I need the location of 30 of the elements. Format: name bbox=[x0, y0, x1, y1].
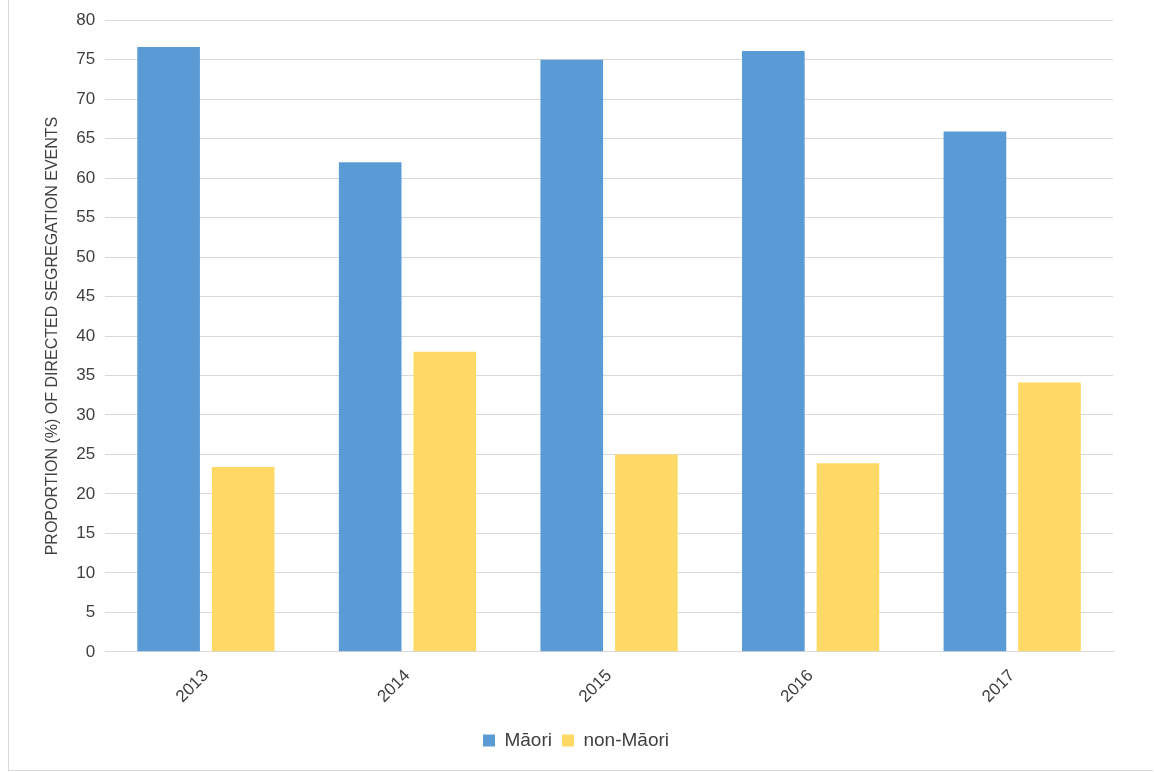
y-tick-label: 35 bbox=[76, 365, 96, 385]
y-tick-label: 55 bbox=[76, 207, 96, 227]
y-tick-label: 15 bbox=[76, 523, 96, 543]
y-tick-label: 0 bbox=[85, 641, 96, 661]
legend-label: Māori bbox=[504, 728, 552, 750]
bar bbox=[211, 467, 275, 652]
bar bbox=[540, 59, 604, 652]
y-tick-label: 5 bbox=[85, 602, 96, 622]
y-tick-label: 50 bbox=[76, 246, 96, 266]
y-tick-label: 80 bbox=[76, 9, 96, 29]
y-tick-label: 65 bbox=[76, 128, 96, 148]
bar bbox=[137, 47, 200, 652]
y-axis-title: PROPORTION (%) OF DIRECTED SEGREGATION EVENTS bbox=[43, 116, 61, 556]
y-tick-label: 60 bbox=[76, 167, 96, 187]
y-tick-label: 30 bbox=[76, 404, 96, 424]
y-tick-label: 10 bbox=[76, 562, 96, 582]
y-tick-label: 70 bbox=[76, 88, 96, 108]
bar bbox=[816, 463, 880, 652]
y-tick-label: 45 bbox=[76, 286, 96, 306]
bar bbox=[615, 454, 678, 652]
y-tick-label: 40 bbox=[76, 325, 96, 345]
legend-label: non-Māori bbox=[583, 728, 670, 750]
bar bbox=[742, 50, 805, 652]
y-tick-label: 25 bbox=[76, 444, 96, 464]
y-tick-label: 20 bbox=[76, 483, 96, 503]
bar bbox=[943, 131, 1007, 652]
bar bbox=[338, 162, 402, 652]
bar bbox=[413, 351, 477, 652]
y-tick-label: 75 bbox=[76, 49, 96, 69]
bar bbox=[1018, 382, 1081, 652]
